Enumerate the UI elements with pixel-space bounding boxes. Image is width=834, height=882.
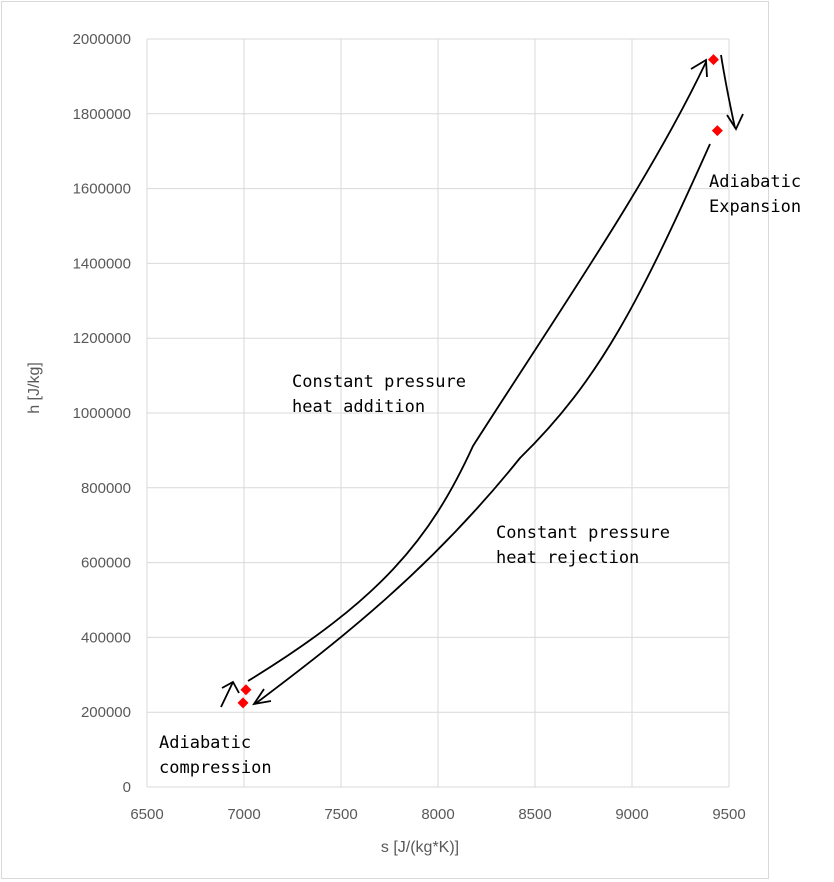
data-point-marker bbox=[707, 54, 719, 66]
data-point-marker bbox=[240, 684, 252, 696]
x-tick-labels: 6500 7000 7500 8000 8500 9000 9500 bbox=[130, 806, 745, 823]
y-tick-label: 1800000 bbox=[73, 106, 131, 123]
annotation-compression-line-1: Adiabatic bbox=[159, 733, 251, 753]
y-tick-label: 1200000 bbox=[73, 330, 131, 347]
data-points bbox=[237, 54, 723, 709]
annotation-heat-addition-line-2: heat addition bbox=[292, 397, 425, 417]
y-tick-label: 1600000 bbox=[73, 181, 131, 198]
annotation-heat-rejection-line-1: Constant pressure bbox=[496, 523, 670, 543]
y-tick-label: 600000 bbox=[81, 555, 131, 572]
adiabatic-expansion-arrow bbox=[720, 54, 736, 129]
grid-lines bbox=[146, 38, 730, 788]
x-tick-label: 8500 bbox=[518, 806, 551, 823]
heat-rejection-curve bbox=[254, 143, 711, 705]
y-tick-label: 0 bbox=[123, 779, 131, 796]
annotation-heat-addition-line-1: Constant pressure bbox=[292, 372, 466, 392]
x-tick-label: 9000 bbox=[615, 806, 648, 823]
annotation-adiabatic-compression: Adiabatic compression bbox=[159, 733, 272, 778]
arrowhead-heat-rejection bbox=[252, 688, 272, 706]
arrowhead-expansion bbox=[726, 113, 744, 131]
x-axis-title: s [J/(kg*K)] bbox=[381, 839, 459, 856]
y-tick-label: 800000 bbox=[81, 480, 131, 497]
y-tick-label: 400000 bbox=[81, 629, 131, 646]
annotation-expansion-line-2: Expansion bbox=[709, 197, 801, 217]
chart-frame bbox=[1, 1, 769, 879]
heat-addition-curve bbox=[247, 61, 707, 682]
annotation-heat-rejection-line-2: heat rejection bbox=[496, 548, 639, 568]
data-point-marker bbox=[237, 697, 249, 709]
arrowhead-heat-addition bbox=[690, 58, 708, 78]
adiabatic-compression-arrow bbox=[220, 681, 234, 708]
process-arrows bbox=[220, 54, 744, 708]
annotation-adiabatic-expansion: Adiabatic Expansion bbox=[709, 172, 801, 217]
x-tick-label: 6500 bbox=[130, 806, 163, 823]
y-tick-label: 1000000 bbox=[73, 405, 131, 422]
annotation-heat-addition: Constant pressure heat addition bbox=[292, 372, 466, 417]
y-tick-labels: 0 200000 400000 600000 800000 1000000 1200000 1… bbox=[73, 31, 131, 796]
y-axis-title: h [J/kg] bbox=[26, 362, 43, 414]
annotation-expansion-line-1: Adiabatic bbox=[709, 172, 801, 192]
data-point-marker bbox=[711, 125, 723, 137]
x-tick-label: 7000 bbox=[227, 806, 260, 823]
x-tick-label: 8000 bbox=[421, 806, 454, 823]
y-tick-label: 1400000 bbox=[73, 255, 131, 272]
annotation-heat-rejection: Constant pressure heat rejection bbox=[496, 523, 670, 568]
x-tick-label: 7500 bbox=[324, 806, 357, 823]
y-tick-label: 200000 bbox=[81, 704, 131, 721]
y-tick-label: 2000000 bbox=[73, 31, 131, 48]
x-tick-label: 9500 bbox=[712, 806, 745, 823]
annotation-compression-line-2: compression bbox=[159, 758, 272, 778]
arrowhead-compression bbox=[221, 680, 240, 694]
